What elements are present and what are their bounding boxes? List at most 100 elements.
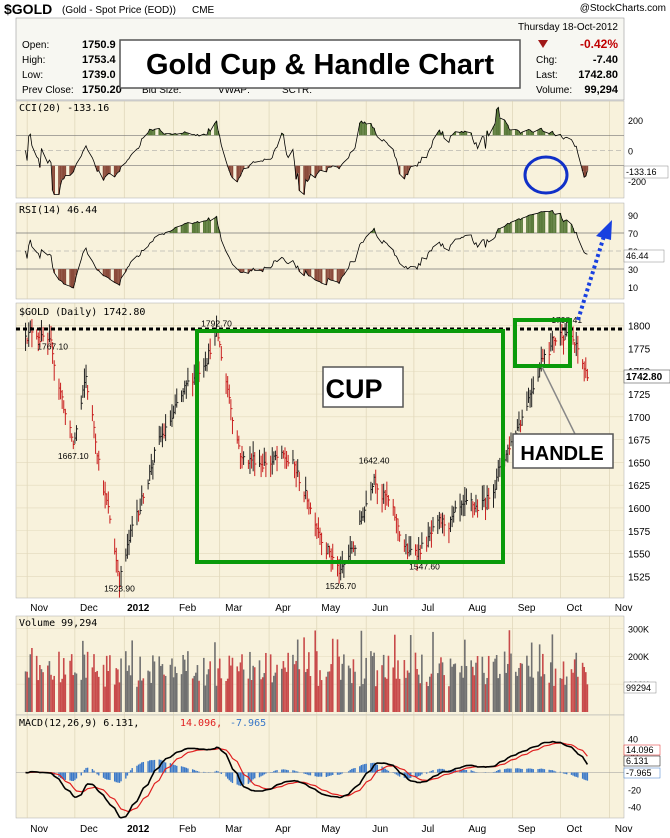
breakout-arrow-head <box>596 220 612 240</box>
price-point-label: 1667.10 <box>58 451 89 461</box>
handle-box <box>513 318 572 368</box>
volume-bar <box>193 675 196 712</box>
price-current: 1742.80 <box>626 372 663 383</box>
volume-bar <box>207 669 210 712</box>
volume-bar <box>118 682 121 712</box>
volume-bar <box>126 670 129 712</box>
volume-bar <box>82 640 84 712</box>
volume-bar <box>308 652 310 712</box>
volume-label: Volume 99,294 <box>19 618 97 629</box>
volume-bar <box>83 654 86 712</box>
volume-bar <box>282 661 285 712</box>
volume-bar <box>486 677 488 712</box>
volume-bar <box>42 672 44 712</box>
volume-bar <box>438 663 441 712</box>
volume-bar <box>373 652 375 712</box>
x-axis-label: 2012 <box>127 603 150 614</box>
volume-bar <box>250 680 253 712</box>
volume-bar <box>217 668 219 712</box>
volume-bar <box>260 679 262 712</box>
volume-bar <box>139 656 141 712</box>
volume-bar <box>37 680 40 712</box>
prev-close-value: 1750.20 <box>82 84 122 96</box>
rsi-value-box <box>623 249 665 263</box>
x-axis-label-bottom: Aug <box>468 824 486 835</box>
volume-bar <box>382 654 385 712</box>
volume-bar <box>440 657 442 712</box>
rsi-series <box>25 210 588 289</box>
signal-value-box <box>623 744 661 756</box>
volume-bar <box>27 677 30 712</box>
x-axis-label: May <box>321 603 340 614</box>
volume-bar <box>158 656 161 712</box>
cup-label: CUP <box>325 374 382 404</box>
volume-bar <box>519 663 522 712</box>
volume-bar <box>470 660 473 712</box>
volume-bar <box>529 676 531 712</box>
volume-bar <box>171 658 173 712</box>
volume-bar <box>51 679 54 712</box>
volume-bar <box>454 663 457 712</box>
stat-value: 1739.0 <box>82 69 116 81</box>
volume-bar <box>507 663 509 712</box>
cup-label-box <box>322 366 404 408</box>
volume-bar <box>172 677 175 712</box>
volume-bar <box>554 668 557 712</box>
volume-series <box>24 630 589 712</box>
price-tick-label: 1625 <box>628 481 651 492</box>
volume-bar <box>187 651 189 712</box>
cci-value-box <box>623 165 669 179</box>
stat-label: Volume: <box>536 85 572 96</box>
volume-bar <box>429 676 431 712</box>
volume-bar <box>503 651 506 712</box>
volume-bar <box>231 657 234 712</box>
cci-current: -133.16 <box>626 167 657 177</box>
volume-bar <box>70 654 73 712</box>
volume-bar <box>203 657 205 712</box>
volume-bar <box>105 655 108 712</box>
volume-bar <box>548 682 550 712</box>
volume-bar <box>473 675 476 712</box>
volume-bar <box>459 672 461 712</box>
volume-bar <box>131 640 133 712</box>
cci-label: CCI(20) -133.16 <box>19 103 109 114</box>
volume-bar <box>476 656 479 712</box>
cci-ellipse <box>523 155 569 195</box>
volume-bar <box>553 685 555 712</box>
x-axis-label: Nov <box>615 603 633 614</box>
hist-current: -7.965 <box>626 768 652 778</box>
volume-bar <box>58 651 60 712</box>
volume-bar <box>174 666 176 712</box>
volume-bar <box>443 675 445 712</box>
volume-bar <box>358 686 361 712</box>
volume-bar <box>497 678 500 712</box>
volume-bar <box>543 674 546 712</box>
handle-label-box <box>512 433 614 469</box>
volume-bar <box>269 654 272 712</box>
volume-bar <box>242 669 245 712</box>
macd-current: 6.131 <box>626 756 649 766</box>
prev-close-label: Prev Close: <box>22 85 74 96</box>
volume-bar <box>343 654 345 712</box>
volume-bar <box>572 672 574 712</box>
volume-bar <box>204 685 207 712</box>
stat-value: 1742.80 <box>578 69 618 81</box>
volume-bar <box>107 671 110 712</box>
volume-bar <box>296 639 299 712</box>
volume-bar <box>409 635 412 712</box>
volume-bar <box>408 672 410 712</box>
volume-bar <box>518 667 520 712</box>
volume-bar <box>363 678 366 712</box>
volume-bar <box>471 666 474 712</box>
price-point-label: 1523.90 <box>104 583 135 593</box>
volume-bar <box>365 657 367 712</box>
volume-bar <box>117 669 119 712</box>
handle-label: HANDLE <box>520 443 603 465</box>
symbol: $GOLD <box>4 1 52 17</box>
volume-bar <box>140 680 143 712</box>
volume-bar <box>85 677 87 712</box>
volume-bar <box>128 665 130 712</box>
volume-current: 99294 <box>626 683 651 693</box>
symbol-name: (Gold - Spot Price (EOD)) <box>62 5 176 16</box>
volume-bar <box>175 673 178 712</box>
